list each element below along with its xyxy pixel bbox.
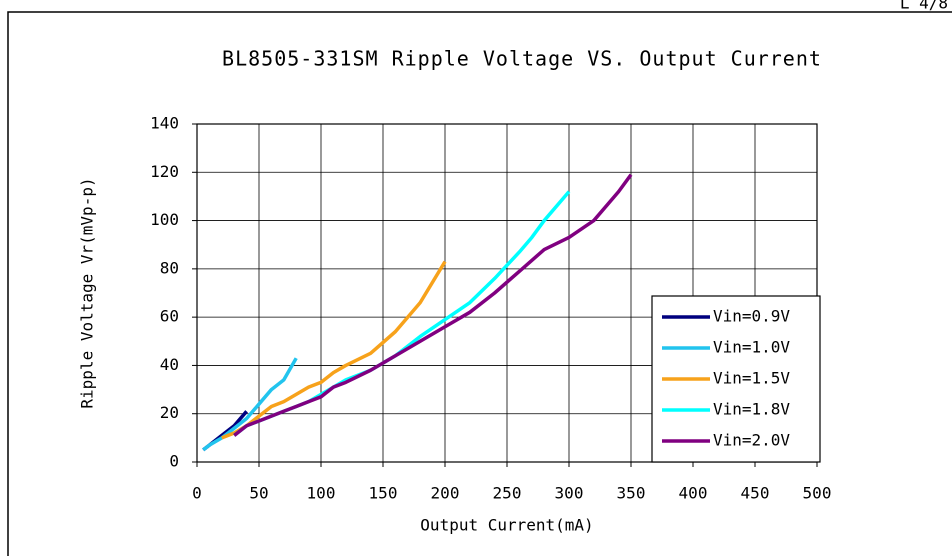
x-tick-label: 0 — [192, 484, 202, 503]
x-axis-title: Output Current(mA) — [420, 516, 593, 535]
x-tick-label: 300 — [555, 484, 584, 503]
legend-label: Vin=1.8V — [713, 400, 790, 419]
legend-label: Vin=2.0V — [713, 431, 790, 450]
frame — [7, 11, 952, 556]
y-tick-label: 100 — [150, 210, 179, 229]
legend-label: Vin=1.5V — [713, 369, 790, 388]
series-line — [233, 173, 633, 437]
y-tick-label: 80 — [160, 258, 179, 277]
page-marker: L 4/8 — [900, 0, 948, 13]
legend-label: Vin=0.9V — [713, 307, 790, 326]
x-tick-label: 500 — [803, 484, 832, 503]
y-tick-label: 0 — [169, 452, 179, 471]
x-tick-label: 50 — [249, 484, 268, 503]
y-tick-label: 60 — [160, 307, 179, 326]
series-line — [202, 357, 298, 452]
x-tick-label: 250 — [493, 484, 522, 503]
y-axis-title: Ripple Voltage Vr(mVp-p) — [78, 177, 97, 408]
y-tick-label: 40 — [160, 355, 179, 374]
x-tick-label: 400 — [679, 484, 708, 503]
x-tick-label: 150 — [369, 484, 398, 503]
x-tick-label: 350 — [617, 484, 646, 503]
x-tick-label: 100 — [307, 484, 336, 503]
x-tick-label: 450 — [741, 484, 770, 503]
y-tick-label: 120 — [150, 162, 179, 181]
chart-title: BL8505-331SM Ripple Voltage VS. Output C… — [222, 47, 822, 71]
legend-label: Vin=1.0V — [713, 338, 790, 357]
series-line — [221, 260, 447, 440]
x-tick-label: 200 — [431, 484, 460, 503]
plot-border — [196, 123, 818, 463]
y-tick-label: 20 — [160, 403, 179, 422]
series-line — [233, 190, 571, 437]
y-tick-label: 140 — [150, 114, 179, 133]
